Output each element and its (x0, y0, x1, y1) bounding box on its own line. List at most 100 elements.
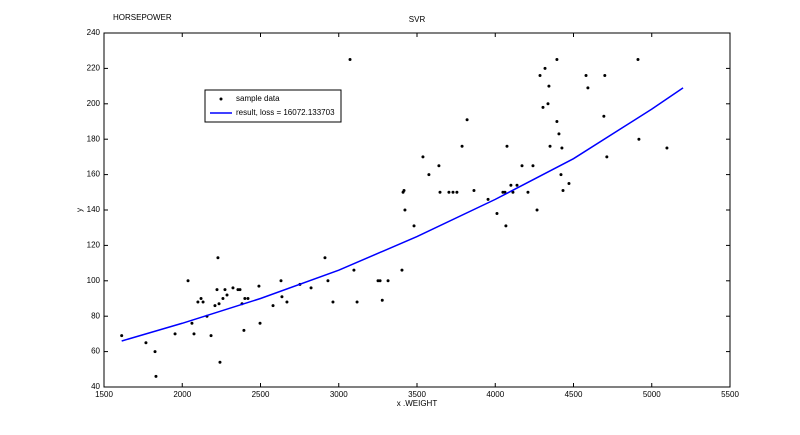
data-point (503, 190, 507, 194)
data-point (547, 84, 551, 88)
data-point (531, 164, 535, 168)
data-point (173, 332, 177, 336)
data-point (665, 146, 669, 150)
data-point (352, 268, 356, 272)
plot-area (103, 32, 731, 388)
data-point (186, 279, 190, 283)
data-point (258, 321, 262, 325)
data-point (495, 212, 499, 216)
data-point (504, 224, 508, 228)
data-point (538, 73, 542, 77)
data-point (555, 120, 559, 123)
data-point (309, 286, 313, 290)
data-point (215, 288, 219, 292)
data-point (378, 279, 382, 283)
x-tick-label: 5000 (643, 390, 661, 399)
data-point (221, 297, 225, 300)
data-point (546, 102, 550, 106)
data-point (246, 297, 250, 300)
data-point (218, 360, 222, 364)
y-tick-label: 40 (91, 382, 100, 391)
x-tick-label: 1500 (95, 390, 113, 399)
data-point (472, 189, 476, 193)
y-tick-label: 220 (87, 64, 101, 73)
data-point (323, 256, 327, 260)
data-point (331, 300, 335, 304)
data-point (603, 73, 607, 77)
legend-marker (219, 97, 223, 101)
data-point (209, 334, 213, 338)
data-point (421, 155, 425, 159)
data-point (465, 118, 469, 122)
data-point (584, 73, 588, 77)
data-point (561, 189, 565, 193)
chart-title: SVR (409, 15, 426, 24)
data-point (543, 66, 547, 70)
data-point (285, 300, 289, 304)
y-tick-label: 180 (87, 134, 101, 143)
data-point (196, 300, 200, 304)
x-tick-label: 2000 (173, 390, 191, 399)
y-tick-label: 200 (87, 99, 101, 108)
data-point (412, 224, 416, 228)
legend-label: result, loss = 16072.133703 (236, 108, 335, 117)
data-point (199, 297, 203, 300)
data-point (386, 279, 390, 283)
y-tick-label: 100 (87, 276, 101, 285)
x-tick-label: 5500 (721, 390, 739, 399)
data-point (447, 190, 451, 194)
data-point (548, 144, 552, 148)
data-point (515, 183, 519, 187)
data-point (505, 144, 509, 148)
data-point (225, 293, 229, 297)
y-tick-label: 140 (87, 205, 101, 214)
data-point (460, 144, 464, 148)
data-point (559, 173, 563, 177)
data-point (213, 304, 217, 308)
data-point (520, 164, 524, 168)
data-point (637, 137, 641, 141)
data-point (636, 58, 640, 62)
data-point (526, 190, 530, 194)
x-tick-label: 4000 (486, 390, 504, 399)
data-point (223, 288, 227, 292)
data-point (560, 146, 564, 150)
data-point (586, 86, 590, 90)
data-point (555, 58, 559, 62)
x-tick-label: 3000 (330, 390, 348, 399)
data-point (400, 268, 404, 272)
data-point (190, 321, 194, 325)
data-point (535, 208, 539, 212)
data-point (120, 334, 124, 338)
data-point (403, 208, 407, 212)
data-point (192, 332, 196, 336)
data-point (348, 58, 352, 62)
data-point (509, 183, 513, 187)
y-tick-label: 80 (91, 311, 100, 320)
data-point (427, 173, 431, 177)
data-point (238, 288, 242, 292)
data-point (380, 298, 384, 302)
x-tick-label: 4500 (565, 390, 583, 399)
data-point (557, 132, 561, 136)
data-point (279, 279, 283, 283)
y-tick-label: 160 (87, 170, 101, 179)
data-point (402, 189, 406, 193)
data-point (201, 300, 205, 304)
data-point (231, 286, 235, 290)
data-point (257, 284, 261, 288)
data-point (216, 256, 220, 260)
data-point (605, 155, 609, 159)
annotation: HORSEPOWER (113, 13, 172, 22)
legend-box (204, 89, 342, 123)
data-point (511, 190, 515, 194)
y-tick-label: 240 (87, 28, 101, 37)
data-point (451, 190, 455, 194)
data-point (455, 190, 459, 194)
data-point (602, 114, 606, 118)
data-point (144, 341, 148, 345)
data-point (280, 295, 284, 299)
data-point (243, 297, 247, 300)
data-point (438, 190, 442, 194)
